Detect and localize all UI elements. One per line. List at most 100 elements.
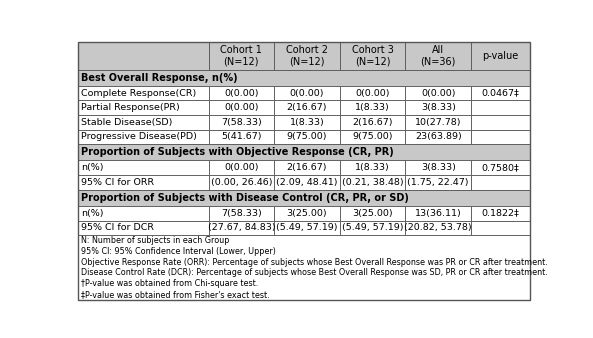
Bar xyxy=(340,100,406,115)
Bar xyxy=(274,115,340,130)
Text: 2(16.67): 2(16.67) xyxy=(352,118,393,127)
Text: (5.49, 57.19): (5.49, 57.19) xyxy=(342,223,403,232)
Bar xyxy=(274,86,340,100)
Bar xyxy=(78,130,209,144)
Bar xyxy=(274,206,340,220)
Bar xyxy=(471,42,530,70)
Bar xyxy=(209,86,274,100)
Text: 0(0.00): 0(0.00) xyxy=(224,103,259,112)
Bar xyxy=(340,130,406,144)
Text: Objective Response Rate (ORR): Percentage of subjects whose Best Overall Respons: Objective Response Rate (ORR): Percentag… xyxy=(81,258,548,267)
Bar xyxy=(209,115,274,130)
Bar xyxy=(471,115,530,130)
Text: Partial Response(PR): Partial Response(PR) xyxy=(81,103,180,112)
Text: Progressive Disease(PD): Progressive Disease(PD) xyxy=(81,132,197,142)
Bar xyxy=(78,235,530,300)
Text: 23(63.89): 23(63.89) xyxy=(415,132,461,142)
Text: 0(0.00): 0(0.00) xyxy=(421,89,455,98)
Text: 3(8.33): 3(8.33) xyxy=(421,163,455,172)
Text: 3(8.33): 3(8.33) xyxy=(421,103,455,112)
Text: 13(36.11): 13(36.11) xyxy=(415,209,461,218)
Text: 10(27.78): 10(27.78) xyxy=(415,118,461,127)
Bar xyxy=(340,86,406,100)
Text: n(%): n(%) xyxy=(81,209,104,218)
Bar xyxy=(406,42,471,70)
Bar xyxy=(274,100,340,115)
Text: 1(8.33): 1(8.33) xyxy=(355,163,390,172)
Text: 7(58.33): 7(58.33) xyxy=(221,209,262,218)
Text: †P-value was obtained from Chi-square test.: †P-value was obtained from Chi-square te… xyxy=(81,279,259,288)
Bar xyxy=(406,100,471,115)
Text: Cohort 2
(N=12): Cohort 2 (N=12) xyxy=(286,45,328,67)
Bar xyxy=(78,190,530,206)
Text: 0.0467‡: 0.0467‡ xyxy=(482,89,519,98)
Bar xyxy=(274,175,340,190)
Text: ‡P-value was obtained from Fisher's exact test.: ‡P-value was obtained from Fisher's exac… xyxy=(81,290,270,299)
Text: n(%): n(%) xyxy=(81,163,104,172)
Text: 5(41.67): 5(41.67) xyxy=(221,132,262,142)
Bar xyxy=(471,161,530,175)
Bar xyxy=(406,161,471,175)
Text: 0(0.00): 0(0.00) xyxy=(224,89,259,98)
Text: Cohort 1
(N=12): Cohort 1 (N=12) xyxy=(221,45,262,67)
Text: N: Number of subjects in each Group: N: Number of subjects in each Group xyxy=(81,236,229,245)
Bar xyxy=(406,86,471,100)
Bar xyxy=(471,130,530,144)
Text: (27.67, 84.83): (27.67, 84.83) xyxy=(208,223,275,232)
Bar xyxy=(78,70,530,86)
Text: 3(25.00): 3(25.00) xyxy=(286,209,327,218)
Bar xyxy=(406,220,471,235)
Bar xyxy=(340,42,406,70)
Text: (20.82, 53.78): (20.82, 53.78) xyxy=(404,223,472,232)
Bar xyxy=(471,86,530,100)
Text: 2(16.67): 2(16.67) xyxy=(287,103,327,112)
Text: Proportion of Subjects with Objective Response (CR, PR): Proportion of Subjects with Objective Re… xyxy=(81,147,394,158)
Bar xyxy=(209,130,274,144)
Text: 1(8.33): 1(8.33) xyxy=(355,103,390,112)
Text: Complete Response(CR): Complete Response(CR) xyxy=(81,89,196,98)
Text: 2(16.67): 2(16.67) xyxy=(287,163,327,172)
Text: Proportion of Subjects with Disease Control (CR, PR, or SD): Proportion of Subjects with Disease Cont… xyxy=(81,193,409,203)
Text: Best Overall Response, n(%): Best Overall Response, n(%) xyxy=(81,73,238,83)
Bar xyxy=(78,115,209,130)
Bar xyxy=(471,220,530,235)
Bar xyxy=(274,220,340,235)
Text: Stable Disease(SD): Stable Disease(SD) xyxy=(81,118,173,127)
Bar xyxy=(209,220,274,235)
Text: (1.75, 22.47): (1.75, 22.47) xyxy=(407,178,469,187)
Bar xyxy=(471,100,530,115)
Bar xyxy=(209,206,274,220)
Bar xyxy=(78,206,209,220)
Bar xyxy=(209,100,274,115)
Text: 9(75.00): 9(75.00) xyxy=(287,132,327,142)
Text: Cohort 3
(N=12): Cohort 3 (N=12) xyxy=(352,45,394,67)
Bar xyxy=(340,206,406,220)
Text: 0.7580‡: 0.7580‡ xyxy=(482,163,519,172)
Bar xyxy=(406,175,471,190)
Text: (0.21, 38.48): (0.21, 38.48) xyxy=(342,178,403,187)
Bar xyxy=(274,130,340,144)
Bar xyxy=(78,100,209,115)
Bar xyxy=(209,175,274,190)
Text: 95% CI: 95% Confidence Interval (Lower, Upper): 95% CI: 95% Confidence Interval (Lower, … xyxy=(81,247,276,256)
Bar xyxy=(78,161,209,175)
Text: 0.1822‡: 0.1822‡ xyxy=(482,209,519,218)
Bar xyxy=(340,115,406,130)
Bar xyxy=(78,86,209,100)
Bar xyxy=(471,175,530,190)
Bar xyxy=(340,161,406,175)
Bar xyxy=(340,175,406,190)
Text: 0(0.00): 0(0.00) xyxy=(224,163,259,172)
Bar xyxy=(78,220,209,235)
Bar xyxy=(274,161,340,175)
Bar xyxy=(78,175,209,190)
Bar xyxy=(78,144,530,161)
Text: Disease Control Rate (DCR): Percentage of subjects whose Best Overall Response w: Disease Control Rate (DCR): Percentage o… xyxy=(81,268,548,277)
Text: 95% CI for DCR: 95% CI for DCR xyxy=(81,223,154,232)
Bar xyxy=(406,130,471,144)
Text: 0(0.00): 0(0.00) xyxy=(290,89,324,98)
Text: (5.49, 57.19): (5.49, 57.19) xyxy=(276,223,338,232)
Text: 1(8.33): 1(8.33) xyxy=(289,118,324,127)
Text: (2.09, 48.41): (2.09, 48.41) xyxy=(276,178,338,187)
Bar xyxy=(406,206,471,220)
